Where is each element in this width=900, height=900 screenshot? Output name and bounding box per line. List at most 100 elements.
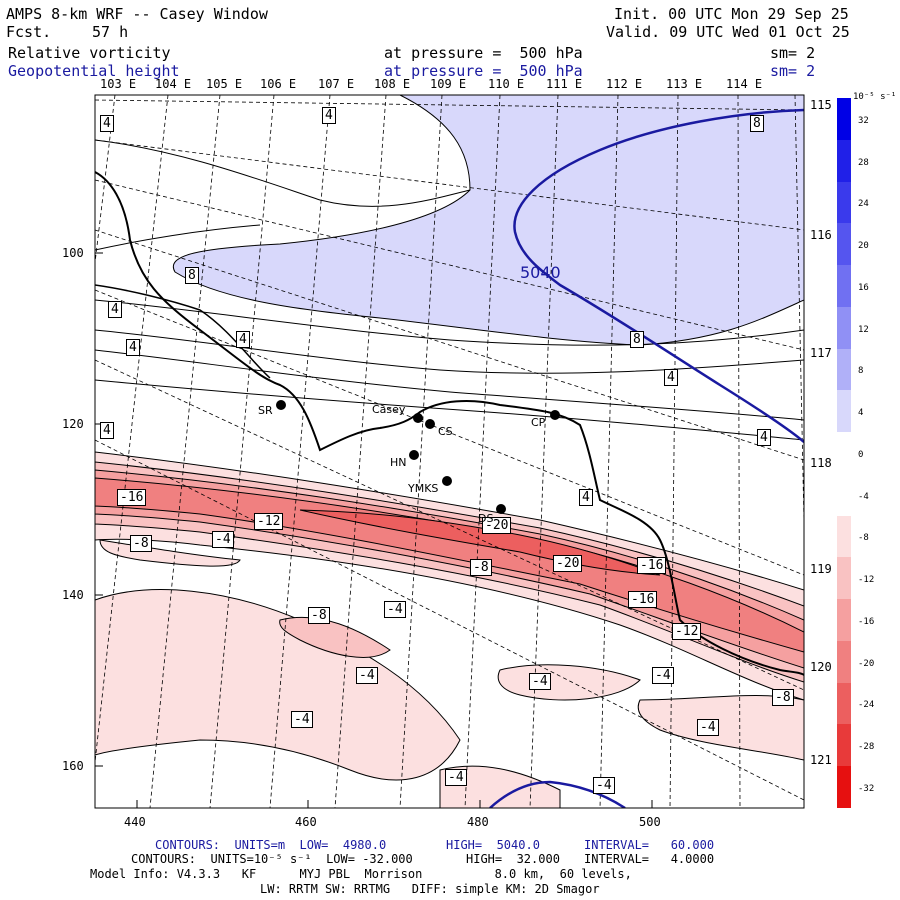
colorbar-label: 4 xyxy=(858,408,864,419)
x-tick: 440 xyxy=(124,815,146,829)
y-tick: 160 xyxy=(62,759,84,773)
plot-title: AMPS 8-km WRF -- Casey Window xyxy=(6,5,268,23)
x-tick: 480 xyxy=(467,815,489,829)
contour-label: -4 xyxy=(652,667,674,684)
colorbar-label: -20 xyxy=(858,658,875,669)
station-label: YMKS xyxy=(408,482,439,495)
colorbar-label: 0 xyxy=(858,449,864,460)
lon-label: 107 E xyxy=(318,77,355,91)
station-label: Casey xyxy=(372,403,406,416)
colorbar-swatch xyxy=(837,98,851,140)
colorbar-label: 32 xyxy=(858,115,869,126)
contour-label: -16 xyxy=(628,591,658,608)
colorbar-swatch xyxy=(837,557,851,600)
colorbar-swatch xyxy=(837,306,851,349)
init-time: Init. 00 UTC Mon 29 Sep 25 xyxy=(614,5,849,23)
colorbar-label: -32 xyxy=(858,784,875,794)
lon-label: 114 E xyxy=(726,77,763,91)
contour-label: 4 xyxy=(100,115,114,132)
lon-label: 104 E xyxy=(155,77,192,91)
colorbar-swatch xyxy=(837,640,851,683)
y-tick: 120 xyxy=(62,417,84,431)
colorbar-swatch xyxy=(837,139,851,182)
contour-label: 4 xyxy=(100,422,114,439)
contour-label: -8 xyxy=(130,535,152,552)
footer-vort-contours: CONTOURS: UNITS=10⁻⁵ s⁻¹ LOW= -32.000 xyxy=(131,852,413,866)
station-label: HN xyxy=(390,456,407,469)
contour-label: -4 xyxy=(593,777,615,794)
colorbar-swatch xyxy=(837,473,851,516)
lon-label: 109 E xyxy=(430,77,467,91)
colorbar-swatch xyxy=(837,515,851,558)
contour-label: -4 xyxy=(384,601,406,618)
lon-label: 106 E xyxy=(260,77,297,91)
colorbar-label: 12 xyxy=(858,324,869,335)
contour-label: -20 xyxy=(482,517,512,534)
y-tick: 140 xyxy=(62,588,84,602)
forecast-hours: 57 h xyxy=(92,23,129,41)
footer-height-interval: INTERVAL= 60.000 xyxy=(584,838,715,852)
station-label: CP xyxy=(531,416,546,429)
contour-label: 4 xyxy=(108,301,122,318)
contour-label: -8 xyxy=(470,559,492,576)
footer-vort-high: HIGH= 32.000 xyxy=(466,852,560,866)
colorbar-swatch xyxy=(837,348,851,391)
station-label: SR xyxy=(258,404,273,417)
colorbar-swatch xyxy=(837,265,851,307)
height-contour-label: 5040 xyxy=(520,263,561,282)
colorbar-label: 8 xyxy=(858,366,864,377)
colorbar-swatch xyxy=(837,181,851,224)
y-tick: 100 xyxy=(62,246,84,260)
colorbar-label: 28 xyxy=(858,157,869,168)
contour-label: -8 xyxy=(772,689,794,706)
colorbar-label: -16 xyxy=(858,616,875,627)
colorbar-swatch xyxy=(837,682,851,725)
footer-height-contours: CONTOURS: UNITS=m LOW= 4980.0 xyxy=(155,838,387,852)
x-tick: 460 xyxy=(295,815,317,829)
field2-name: Geopotential height xyxy=(8,62,180,80)
colorbar-unit: 10⁻⁵ s⁻¹ xyxy=(853,92,897,102)
contour-label: 4 xyxy=(236,331,250,348)
x-tick: 500 xyxy=(639,815,661,829)
contour-label: 8 xyxy=(750,115,764,132)
lon-label: 111 E xyxy=(546,77,583,91)
contour-label: 8 xyxy=(630,331,644,348)
field1-level: at pressure = 500 hPa xyxy=(384,44,583,62)
lon-label: 113 E xyxy=(666,77,703,91)
contour-label: 4 xyxy=(126,339,140,356)
footer-height-high: HIGH= 5040.0 xyxy=(446,838,540,852)
contour-label: -4 xyxy=(212,531,234,548)
field2-level: at pressure = 500 hPa xyxy=(384,62,583,80)
colorbar-swatch xyxy=(837,432,851,474)
lon-label: 103 E xyxy=(100,77,137,91)
colorbar-label: -12 xyxy=(858,575,875,586)
contour-label: 4 xyxy=(664,369,678,386)
colorbar-swatch xyxy=(837,766,851,808)
contour-label: 8 xyxy=(185,267,199,284)
contour-label: 4 xyxy=(757,429,771,446)
contour-label: -4 xyxy=(291,711,313,728)
contour-label: -4 xyxy=(356,667,378,684)
lon-label: 108 E xyxy=(374,77,411,91)
station-label: CS xyxy=(438,425,453,438)
footer-model-info: Model Info: V4.3.3 KF MYJ PBL Morrison 8… xyxy=(90,867,632,881)
valid-time: Valid. 09 UTC Wed 01 Oct 25 xyxy=(606,23,850,41)
colorbar-label: 24 xyxy=(858,199,869,210)
contour-label: -4 xyxy=(697,719,719,736)
field1-name: Relative vorticity xyxy=(8,44,171,62)
colorbar-label: -24 xyxy=(858,700,875,711)
lon-label: 112 E xyxy=(606,77,643,91)
lon-label: 105 E xyxy=(206,77,243,91)
contour-label: -8 xyxy=(308,607,330,624)
field2-smoothing: sm= 2 xyxy=(770,62,816,80)
contour-label: 4 xyxy=(579,489,593,506)
contour-label: -4 xyxy=(445,769,467,786)
colorbar-swatch xyxy=(837,223,851,266)
station-label: DS xyxy=(478,512,494,525)
footer-physics: LW: RRTM SW: RRTMG DIFF: simple KM: 2D S… xyxy=(260,882,600,896)
colorbar-label: -4 xyxy=(858,491,869,502)
colorbar-swatch xyxy=(837,599,851,641)
contour-label: -20 xyxy=(553,555,583,572)
colorbar-label: -8 xyxy=(858,533,869,544)
